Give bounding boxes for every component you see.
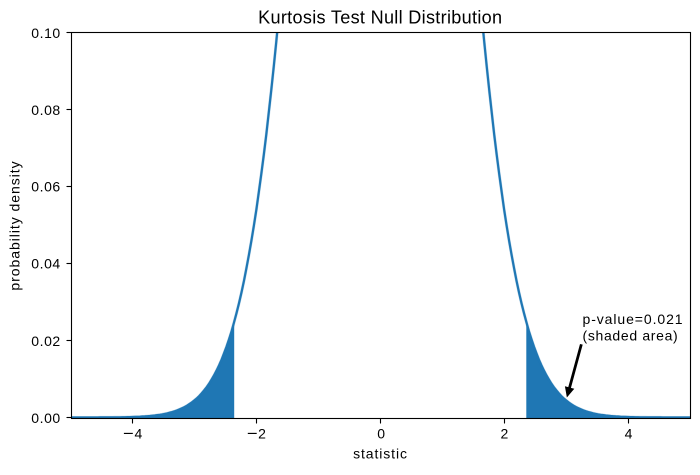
svg-text:0.00: 0.00 <box>31 410 60 426</box>
svg-text:0.08: 0.08 <box>31 102 60 118</box>
svg-text:0: 0 <box>377 425 385 441</box>
svg-text:probability density: probability density <box>7 160 23 290</box>
svg-text:4: 4 <box>625 425 633 441</box>
svg-text:(shaded area): (shaded area) <box>583 328 679 344</box>
svg-text:2: 2 <box>258 425 266 441</box>
svg-text:0.04: 0.04 <box>31 256 60 272</box>
svg-text:0.06: 0.06 <box>31 179 60 195</box>
svg-text:p-value=0.021: p-value=0.021 <box>583 311 684 327</box>
svg-text:0.02: 0.02 <box>31 333 60 349</box>
svg-text:0.10: 0.10 <box>31 25 60 41</box>
svg-text:statistic: statistic <box>353 445 408 461</box>
svg-text:4: 4 <box>135 425 143 441</box>
svg-text:2: 2 <box>500 425 508 441</box>
svg-text:Kurtosis Test Null Distributio: Kurtosis Test Null Distribution <box>258 7 502 27</box>
